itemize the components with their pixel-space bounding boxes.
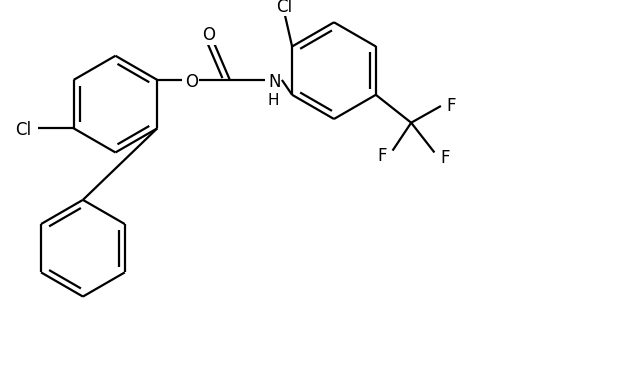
Text: Cl: Cl bbox=[276, 0, 292, 16]
Text: F: F bbox=[440, 149, 449, 167]
Text: F: F bbox=[447, 97, 456, 115]
Text: N: N bbox=[268, 73, 280, 91]
Text: F: F bbox=[378, 147, 387, 165]
Text: O: O bbox=[202, 26, 215, 44]
Text: O: O bbox=[185, 73, 198, 91]
Text: H: H bbox=[268, 92, 280, 108]
Text: Cl: Cl bbox=[15, 121, 31, 139]
